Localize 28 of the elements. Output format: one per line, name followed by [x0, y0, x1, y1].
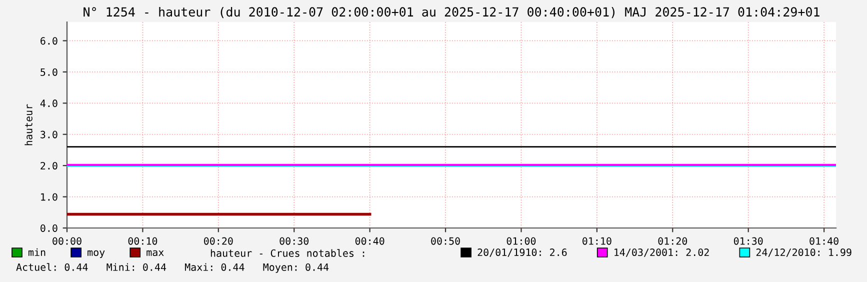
legend-title: hauteur - Crues notables :: [210, 249, 364, 257]
legend-label: max: [146, 250, 164, 256]
x-tick-label: 00:00: [52, 237, 82, 245]
y-tick-label: 3.0: [40, 130, 58, 138]
legend-label: 20/01/1910: 2.6: [478, 248, 567, 257]
legend-label: 14/03/2001: 2.02: [614, 248, 709, 257]
x-tick-label: 00:20: [204, 237, 233, 245]
legend-label: 24/12/2010: 1.99: [756, 248, 852, 257]
y-tick-label: 1.0: [41, 193, 58, 201]
y-tick-label: 5.0: [40, 68, 58, 76]
x-tick-label: 00:10: [128, 237, 158, 245]
legend-label: moy: [88, 250, 105, 258]
text: Actuel: 0.44 Mini: 0.44 Maxi: 0.44 Moyen: 0.44: [16, 263, 329, 273]
y-tick-label: 4.0: [40, 100, 58, 108]
y-axis-title: hauteur: [24, 104, 32, 146]
x-tick-label: 01:20: [658, 237, 688, 245]
x-tick-label: 01:10: [582, 237, 612, 245]
y-tick-label: 0.0: [40, 224, 58, 232]
x-tick-label: 01:00: [506, 237, 536, 245]
y-tick-label: 6.0: [40, 37, 58, 45]
legend-label: min: [28, 248, 46, 256]
x-tick-label: 00:40: [355, 237, 384, 245]
y-tick-label: 2.0: [40, 162, 58, 170]
x-tick-label: 00:30: [280, 237, 309, 245]
x-tick-label: 00:50: [431, 237, 460, 245]
x-tick-label: 01:30: [734, 237, 763, 245]
x-tick-label: 01:40: [810, 237, 838, 245]
chart-title: N° 1254 - hauteur (du 2010-12-07 02:00:00+01 au 2025-12-17 00:40:00+01) MAJ 2025-12-17 01:04:29+01: [84, 6, 820, 18]
